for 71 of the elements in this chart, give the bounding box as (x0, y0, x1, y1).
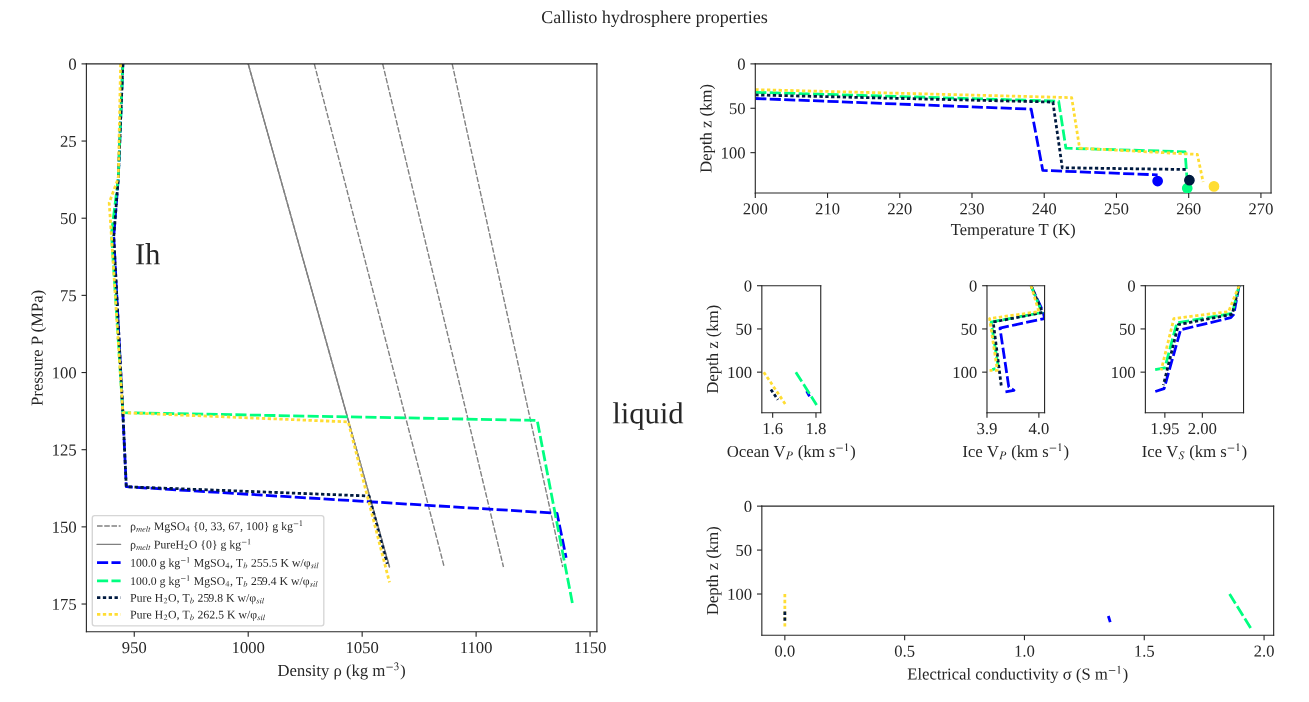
x-tick-label: 3.9 (977, 423, 997, 435)
y-tick-label: 100 (53, 367, 77, 379)
line-series (755, 93, 1189, 171)
x-axis-title: Ocean V$_{P}$ (km s$^{−1}$) (727, 443, 855, 461)
x-tick-label: 230 (960, 203, 984, 215)
y-tick-label: 50 (729, 102, 745, 115)
y-tick-label: 0 (68, 58, 77, 70)
x-tick-label: 4.0 (1028, 422, 1049, 435)
y-tick-label: 50 (1119, 323, 1136, 335)
x-tick-label: 270 (1249, 203, 1273, 215)
y-tick-label: 50 (736, 323, 752, 335)
y-axis-title: Depth z (km) (699, 84, 716, 173)
point (1208, 181, 1220, 192)
point (1152, 175, 1163, 187)
x-tick-label: 0.5 (894, 645, 915, 657)
y-tick-label: 100 (722, 147, 745, 159)
x-tick-label: 1150 (575, 642, 606, 654)
text: Callisto hydrosphere properties (541, 10, 768, 27)
x-axis-title: Ice V$_{S}$ (km s$^{−1}$) (1142, 443, 1247, 461)
x-tick-label: 2.00 (1188, 422, 1217, 435)
x-tick-label: 1.6 (763, 423, 783, 435)
x-axis-title: Temperature T (K) (950, 223, 1075, 239)
y-tick-label: 0 (744, 500, 752, 513)
y-tick-label: 100 (1112, 366, 1136, 379)
line-series (1161, 285, 1241, 387)
legend-label: 100.0 g kg$^{−1}$ MgSO$_{4}$, T$_{b}$ 255.5 K w/φ$_{sil}$ (131, 556, 319, 570)
y-tick-label: 50 (736, 544, 752, 557)
x-tick-label: 1.5 (1135, 645, 1155, 657)
y-axis-title: Depth z (km) (706, 527, 722, 615)
text: liquid (612, 402, 684, 430)
x-tick-label: 1100 (461, 642, 492, 654)
x-tick-label: 0.0 (775, 645, 795, 657)
x-tick-label: 1.95 (1151, 423, 1179, 435)
y-tick-label: 175 (53, 598, 77, 610)
legend-label: ρ$_{melt}$ MgSO$_{4}$ {0, 33, 67, 100} g kg$^{−1}$ (130, 520, 303, 533)
x-tick-label: 220 (887, 203, 912, 215)
y-tick-label: 100 (728, 588, 752, 600)
x-tick-label: 200 (743, 203, 768, 215)
x-axis-title: Density ρ (kg m$^{−3}$) (277, 662, 405, 680)
y-tick-label: 100 (953, 366, 977, 379)
y-tick-label: 0 (737, 58, 745, 70)
y-axis-title: Pressure P (MPa) (31, 290, 47, 406)
x-tick-label: 1050 (346, 642, 379, 654)
legend-label: ρ$_{melt}$ PureH$_{2}$O {0} g kg$^{−1}$ (130, 538, 251, 551)
x-tick-label: 210 (815, 203, 840, 215)
y-tick-label: 150 (53, 521, 77, 533)
x-tick-label: 1000 (233, 642, 265, 654)
y-tick-label: 25 (60, 135, 77, 147)
legend-label: Pure H$_{2}$O, T$_{b}$ 262.5 K w/φ$_{sil}$ (130, 610, 266, 621)
y-tick-label: 0 (969, 280, 977, 292)
y-tick-label: 50 (60, 212, 77, 225)
x-tick-label: 950 (122, 642, 147, 654)
legend-label: 100.0 g kg$^{−1}$ MgSO$_{4}$, T$_{b}$ 259.4 K w/φ$_{sil}$ (131, 575, 318, 588)
y-tick-label: 0 (1127, 280, 1136, 292)
point (1184, 174, 1195, 186)
x-tick-label: 240 (1032, 203, 1057, 215)
x-tick-label: 1.8 (807, 422, 826, 435)
y-axis-title: Depth z (km) (706, 305, 722, 394)
x-tick-label: 260 (1176, 203, 1201, 215)
y-tick-label: 0 (744, 280, 752, 292)
x-axis-title: Ice V$_{P}$ (km s$^{−1}$) (962, 443, 1069, 461)
x-tick-label: 1.0 (1015, 645, 1035, 657)
y-tick-label: 100 (728, 366, 752, 379)
y-tick-label: 75 (61, 290, 77, 302)
x-tick-label: 2.0 (1254, 645, 1274, 657)
annotation: Ih (136, 243, 160, 265)
y-tick-label: 125 (53, 444, 77, 456)
y-tick-label: 50 (961, 323, 977, 335)
x-axis-title: Electrical conductivity σ (S m$^{−1}$) (907, 665, 1128, 684)
legend-label: Pure H$_{2}$O, T$_{b}$ 259.8 K w/φ$_{sil}$ (130, 593, 265, 605)
x-tick-label: 250 (1104, 203, 1129, 215)
